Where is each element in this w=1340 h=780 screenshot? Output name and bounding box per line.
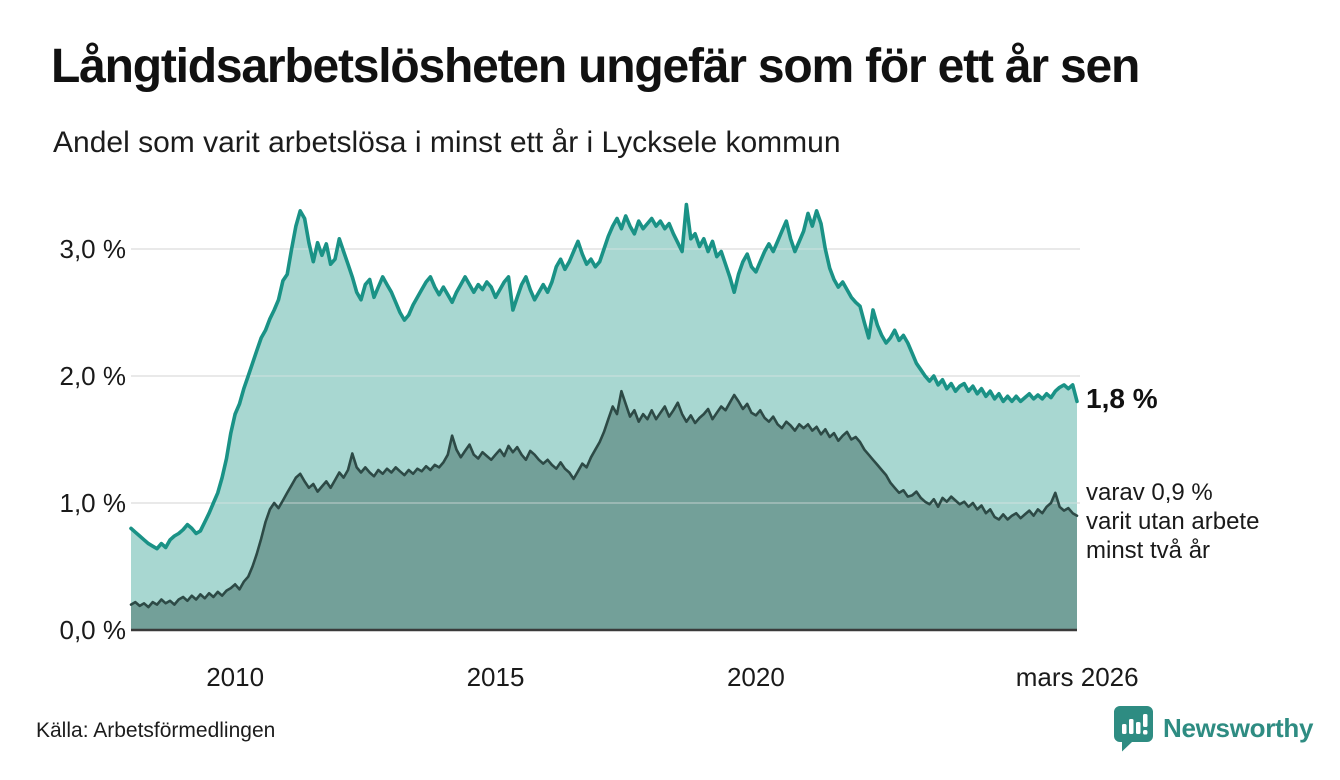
y-axis-label: 0,0 % bbox=[59, 615, 127, 645]
latest-value-annotation: 1,8 % bbox=[1086, 383, 1158, 414]
y-axis-label: 1,0 % bbox=[59, 488, 127, 518]
x-axis-label: 2020 bbox=[726, 662, 785, 692]
y-axis-label: 2,0 % bbox=[59, 361, 127, 391]
x-axis-label: 2010 bbox=[206, 662, 265, 692]
brand-name: Newsworthy bbox=[1163, 713, 1314, 743]
newsworthy-brand: Newsworthy bbox=[1113, 705, 1313, 752]
line-unemployed-one-year bbox=[129, 202, 1079, 551]
x-axis-label: mars 2026 bbox=[1015, 662, 1139, 692]
secondary-annotation-line: varav 0,9 % bbox=[1086, 479, 1213, 506]
page-subtitle: Andel som varit arbetslösa i minst ett å… bbox=[53, 126, 841, 159]
page-title: Långtidsarbetslösheten ungefär som för e… bbox=[51, 40, 1140, 93]
source-attribution: Källa: Arbetsförmedlingen bbox=[36, 719, 276, 742]
newsworthy-logo-icon bbox=[1114, 706, 1153, 752]
secondary-annotation-line: minst två år bbox=[1086, 537, 1211, 564]
secondary-annotation-line: varit utan arbete bbox=[1086, 508, 1260, 535]
y-axis-label: 3,0 % bbox=[59, 234, 127, 264]
x-axis-label: 2015 bbox=[466, 662, 525, 692]
line-unemployed-two-years bbox=[129, 389, 1079, 609]
secondary-value-annotation: varav 0,9 % varit utan arbete minst två … bbox=[1086, 478, 1259, 565]
area-unemployed-two-years bbox=[131, 391, 1077, 630]
